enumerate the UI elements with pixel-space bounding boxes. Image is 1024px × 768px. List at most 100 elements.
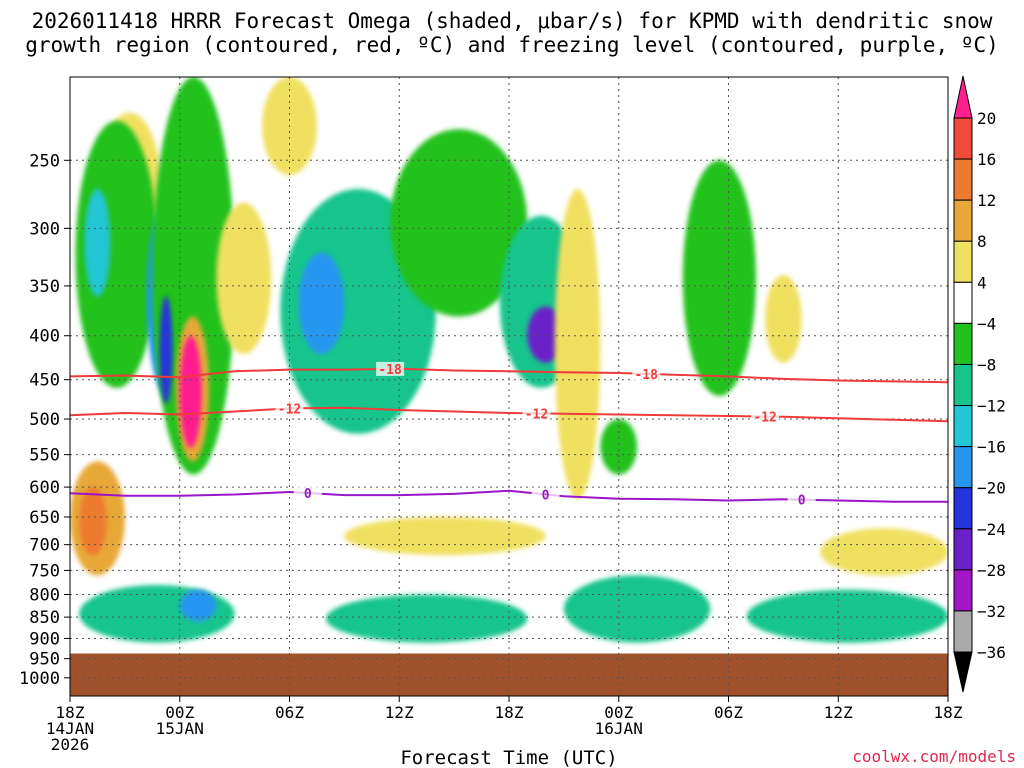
colorbar: 20 16 12 8 4 −4 −8 −12 −16 −20 −24 −28 −32 −36 (953, 75, 1006, 693)
omega-region-27 (746, 589, 948, 643)
omega-region-22 (819, 528, 948, 576)
contour-label-bg-freezing-level-2 (787, 492, 816, 507)
title-line-1: 2026011418 HRRR Forecast Omega (shaded, … (32, 9, 993, 33)
credit-text: coolwx.com/models (852, 747, 1016, 766)
omega-region-21 (344, 516, 546, 556)
omega-region-25 (326, 594, 528, 643)
omega-region-19 (765, 275, 802, 363)
omega-region-2 (84, 189, 111, 297)
contour--18C (70, 367, 948, 384)
colorbar-label-9: −20 (977, 479, 1006, 498)
colorbar-swatch-4 (953, 281, 973, 324)
x-tick-42-line-1: 12Z (824, 703, 853, 722)
colorbar-label-7: −12 (977, 397, 1006, 416)
omega-region-13 (298, 252, 345, 354)
contour-label-bg--18C-1 (632, 366, 661, 381)
colorbar-swatch-9 (953, 487, 973, 530)
x-tick-12-line-1: 06Z (275, 703, 304, 722)
colorbar-swatch-2 (953, 199, 973, 242)
y-tick-700: 700 (29, 536, 60, 556)
colorbar-swatch-3 (953, 240, 973, 283)
omega-shading (70, 77, 948, 643)
contour-label--12C-0: -12 (278, 402, 301, 417)
contour-label--12C-1: -12 (525, 407, 548, 422)
y-tick-950: 950 (29, 650, 60, 670)
colorbar-label-4: 4 (977, 273, 987, 292)
omega-region-24 (179, 589, 217, 622)
omega-region-14 (390, 129, 528, 317)
colorbar-label-1: 16 (977, 150, 996, 169)
x-tick-6-line-2: 15JAN (156, 719, 204, 738)
omega-region-26 (563, 575, 711, 643)
y-tick-750: 750 (29, 561, 60, 581)
omega-region-17 (554, 189, 601, 500)
y-tick-450: 450 (29, 371, 60, 391)
y-tick-850: 850 (29, 608, 60, 628)
contour-label-bg--12C-2 (751, 409, 780, 424)
colorbar-label-10: −24 (977, 520, 1006, 539)
x-tick-18-line-1: 12Z (385, 703, 414, 722)
x-tick-6-line-1: 00Z (165, 703, 194, 722)
colorbar-label-0: 20 (977, 109, 996, 128)
x-axis-title: Forecast Time (UTC) (400, 747, 617, 768)
grid-lines (70, 77, 948, 696)
colorbar-swatch-6 (953, 363, 973, 407)
omega-region-1 (75, 120, 158, 388)
omega-region-5 (159, 296, 173, 404)
colorbar-swatch-8 (953, 446, 973, 489)
y-axis: 2503003504004505005506006507007508008509… (19, 151, 70, 689)
contour-label--12C-2: -12 (753, 411, 776, 426)
chart-title: 2026011418 HRRR Forecast Omega (shaded, … (25, 9, 999, 57)
y-tick-1000: 1000 (19, 669, 60, 689)
colorbar-swatch-7 (953, 405, 973, 448)
omega-region-4 (152, 77, 235, 475)
colorbar-swatch-0 (953, 117, 973, 160)
y-tick-800: 800 (29, 585, 60, 605)
contour-label-bg--12C-0 (275, 401, 304, 416)
omega-region-10 (216, 202, 272, 354)
x-tick-30-line-1: 00Z (604, 703, 633, 722)
temperature-contours: -18 -18 -12 -12 -12 0 0 0 (70, 361, 948, 509)
contour-label-bg-freezing-level-1 (531, 487, 560, 502)
x-tick-48-line-1: 18Z (934, 703, 963, 722)
colorbar-swatch-5 (953, 322, 973, 365)
x-tick-30-line-2: 16JAN (595, 719, 643, 738)
contour-label-bg-freezing-level-0 (293, 486, 322, 501)
y-tick-250: 250 (29, 151, 60, 171)
omega-region-9 (79, 487, 107, 556)
x-tick-36-line-1: 06Z (714, 703, 743, 722)
contour-label-freezing-level-1: 0 (542, 488, 550, 503)
y-tick-600: 600 (29, 478, 60, 498)
contour-label-freezing-level-0: 0 (304, 487, 312, 502)
colorbar-label-5: −4 (977, 314, 996, 333)
y-tick-350: 350 (29, 277, 60, 297)
contour-label--18C-0: -18 (378, 363, 402, 378)
y-tick-900: 900 (29, 629, 60, 649)
contour-label-bg--12C-1 (522, 406, 551, 421)
colorbar-label-13: −36 (977, 643, 1006, 662)
contour-label--18C-1: -18 (634, 368, 658, 383)
contour-label-bg--18C-0 (376, 361, 405, 376)
colorbar-swatch-10 (953, 528, 973, 571)
colorbar-label-2: 12 (977, 191, 996, 210)
colorbar-label-8: −16 (977, 438, 1006, 457)
contour--12C (70, 406, 948, 423)
colorbar-label-6: −8 (977, 355, 996, 374)
contour-label-freezing-level-2: 0 (798, 494, 806, 509)
omega-region-18 (682, 160, 756, 396)
colorbar-label-11: −28 (977, 561, 1006, 580)
colorbar-swatch-11 (953, 569, 973, 612)
omega-region-20 (600, 419, 638, 475)
colorbar-swatch-1 (953, 158, 973, 201)
colorbar-label-12: −32 (977, 602, 1006, 621)
y-tick-550: 550 (29, 446, 60, 466)
x-tick-0-line-3: 2026 (51, 735, 90, 754)
y-tick-650: 650 (29, 508, 60, 528)
omega-region-16 (527, 306, 564, 363)
x-tick-0-line-2: 14JAN (46, 719, 94, 738)
x-tick-0-line-1: 18Z (56, 703, 85, 722)
colorbar-bottom-arrow (953, 651, 973, 693)
y-tick-400: 400 (29, 327, 60, 347)
